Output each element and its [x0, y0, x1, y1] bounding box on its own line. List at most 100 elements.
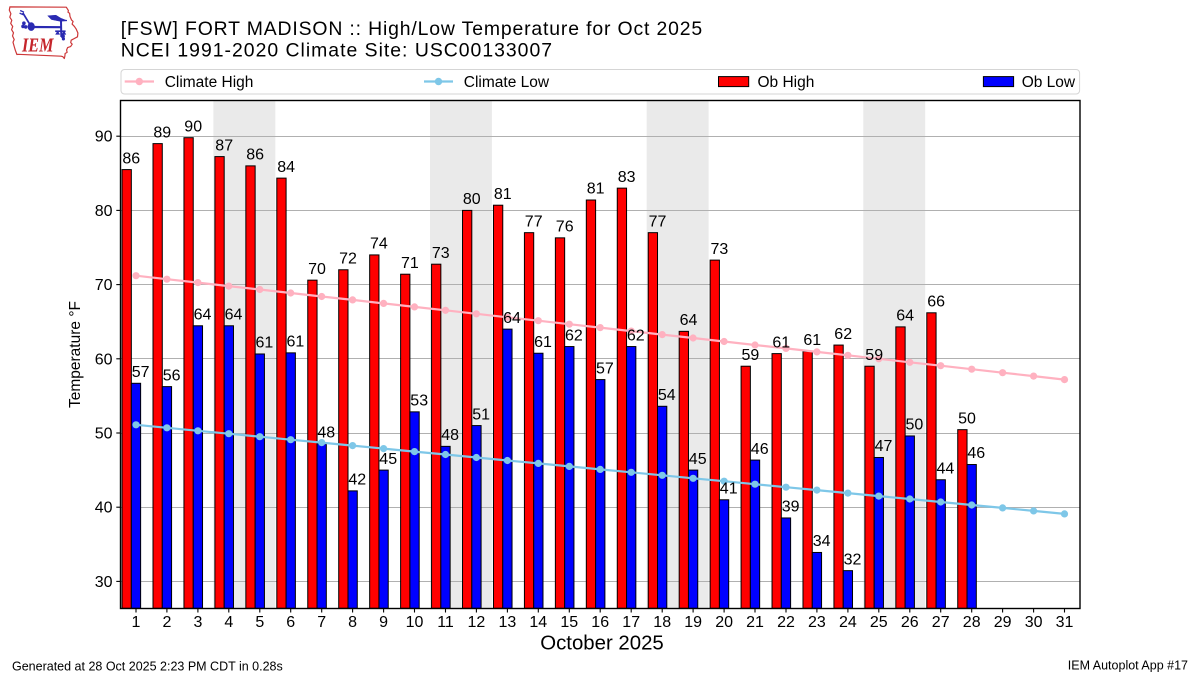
- svg-text:34: 34: [813, 533, 831, 550]
- svg-text:23: 23: [808, 614, 826, 631]
- svg-text:54: 54: [658, 387, 676, 404]
- svg-text:47: 47: [875, 438, 893, 455]
- svg-text:72: 72: [339, 251, 357, 268]
- svg-text:NCEI 1991-2020 Climate Site: U: NCEI 1991-2020 Climate Site: USC00133007: [121, 39, 553, 61]
- svg-text:64: 64: [225, 307, 243, 324]
- svg-text:44: 44: [937, 460, 955, 477]
- svg-text:48: 48: [441, 427, 459, 444]
- svg-text:73: 73: [711, 241, 729, 258]
- svg-text:50: 50: [95, 426, 113, 443]
- svg-text:27: 27: [932, 614, 950, 631]
- svg-text:76: 76: [556, 219, 574, 236]
- svg-text:57: 57: [596, 360, 614, 377]
- svg-text:8: 8: [348, 614, 357, 631]
- svg-text:30: 30: [95, 574, 113, 591]
- svg-text:61: 61: [772, 334, 790, 351]
- svg-text:70: 70: [308, 261, 326, 278]
- svg-text:81: 81: [494, 186, 512, 203]
- svg-text:25: 25: [870, 614, 888, 631]
- svg-text:15: 15: [560, 614, 578, 631]
- svg-text:Temperature °F: Temperature °F: [67, 301, 84, 408]
- svg-text:5: 5: [255, 614, 264, 631]
- svg-text:39: 39: [782, 499, 800, 516]
- svg-text:45: 45: [689, 451, 707, 468]
- svg-text:3: 3: [193, 614, 202, 631]
- svg-text:46: 46: [751, 441, 769, 458]
- svg-text:30: 30: [1025, 614, 1043, 631]
- svg-text:61: 61: [534, 334, 552, 351]
- svg-text:6: 6: [286, 614, 295, 631]
- svg-text:40: 40: [95, 500, 113, 517]
- svg-text:4: 4: [224, 614, 233, 631]
- svg-text:86: 86: [246, 147, 264, 164]
- svg-text:56: 56: [163, 367, 181, 384]
- svg-text:26: 26: [901, 614, 919, 631]
- svg-text:29: 29: [994, 614, 1012, 631]
- svg-text:83: 83: [618, 169, 636, 186]
- svg-text:62: 62: [565, 327, 583, 344]
- svg-text:62: 62: [627, 327, 645, 344]
- svg-text:22: 22: [777, 614, 795, 631]
- svg-text:80: 80: [463, 191, 481, 208]
- svg-text:50: 50: [958, 410, 976, 427]
- svg-text:IEM Autoplot App #17: IEM Autoplot App #17: [1068, 659, 1188, 673]
- svg-text:57: 57: [132, 364, 150, 381]
- svg-text:89: 89: [153, 124, 171, 141]
- svg-text:13: 13: [499, 614, 517, 631]
- svg-text:20: 20: [715, 614, 733, 631]
- svg-text:84: 84: [277, 159, 295, 176]
- svg-text:Ob High: Ob High: [758, 74, 815, 91]
- svg-text:90: 90: [95, 129, 113, 146]
- svg-text:14: 14: [529, 614, 547, 631]
- svg-text:11: 11: [437, 614, 454, 631]
- svg-text:62: 62: [834, 326, 852, 343]
- svg-text:59: 59: [742, 347, 760, 364]
- svg-text:59: 59: [865, 347, 883, 364]
- svg-text:86: 86: [122, 150, 140, 167]
- svg-text:19: 19: [684, 614, 702, 631]
- svg-text:Climate High: Climate High: [165, 74, 254, 91]
- svg-text:50: 50: [906, 417, 924, 434]
- svg-text:61: 61: [287, 334, 305, 351]
- svg-text:Generated at 28 Oct 2025 2:23: Generated at 28 Oct 2025 2:23 PM CDT in …: [12, 660, 283, 674]
- svg-text:1: 1: [132, 614, 141, 631]
- svg-text:31: 31: [1056, 614, 1074, 631]
- svg-text:64: 64: [503, 310, 521, 327]
- svg-text:46: 46: [967, 445, 985, 462]
- svg-text:41: 41: [720, 481, 738, 498]
- svg-text:77: 77: [649, 213, 667, 230]
- svg-text:64: 64: [194, 307, 212, 324]
- svg-text:53: 53: [410, 393, 428, 410]
- svg-text:10: 10: [406, 614, 424, 631]
- svg-text:70: 70: [95, 277, 113, 294]
- svg-text:7: 7: [317, 614, 326, 631]
- svg-text:80: 80: [95, 203, 113, 220]
- svg-text:73: 73: [432, 245, 450, 262]
- svg-text:64: 64: [896, 308, 914, 325]
- svg-text:32: 32: [844, 551, 862, 568]
- svg-text:61: 61: [256, 335, 274, 352]
- svg-text:90: 90: [184, 118, 202, 135]
- svg-text:[FSW] FORT MADISON :: High/Low: [FSW] FORT MADISON :: High/Low Temperatu…: [121, 18, 703, 40]
- svg-text:42: 42: [348, 472, 366, 489]
- svg-text:64: 64: [680, 312, 698, 329]
- svg-text:48: 48: [317, 425, 335, 442]
- svg-text:66: 66: [927, 294, 945, 311]
- svg-text:71: 71: [401, 255, 419, 272]
- svg-text:Climate Low: Climate Low: [464, 74, 550, 91]
- svg-text:24: 24: [839, 614, 857, 631]
- svg-text:16: 16: [591, 614, 609, 631]
- svg-text:81: 81: [587, 181, 605, 198]
- svg-text:2: 2: [162, 614, 171, 631]
- svg-text:77: 77: [525, 213, 543, 230]
- svg-text:60: 60: [95, 351, 113, 368]
- svg-text:61: 61: [803, 332, 821, 349]
- svg-text:87: 87: [215, 137, 233, 154]
- svg-text:28: 28: [963, 614, 981, 631]
- svg-text:18: 18: [653, 614, 671, 631]
- svg-text:51: 51: [472, 406, 490, 423]
- svg-text:October 2025: October 2025: [540, 633, 664, 655]
- svg-text:9: 9: [379, 614, 388, 631]
- svg-text:21: 21: [746, 614, 764, 631]
- svg-text:45: 45: [379, 451, 397, 468]
